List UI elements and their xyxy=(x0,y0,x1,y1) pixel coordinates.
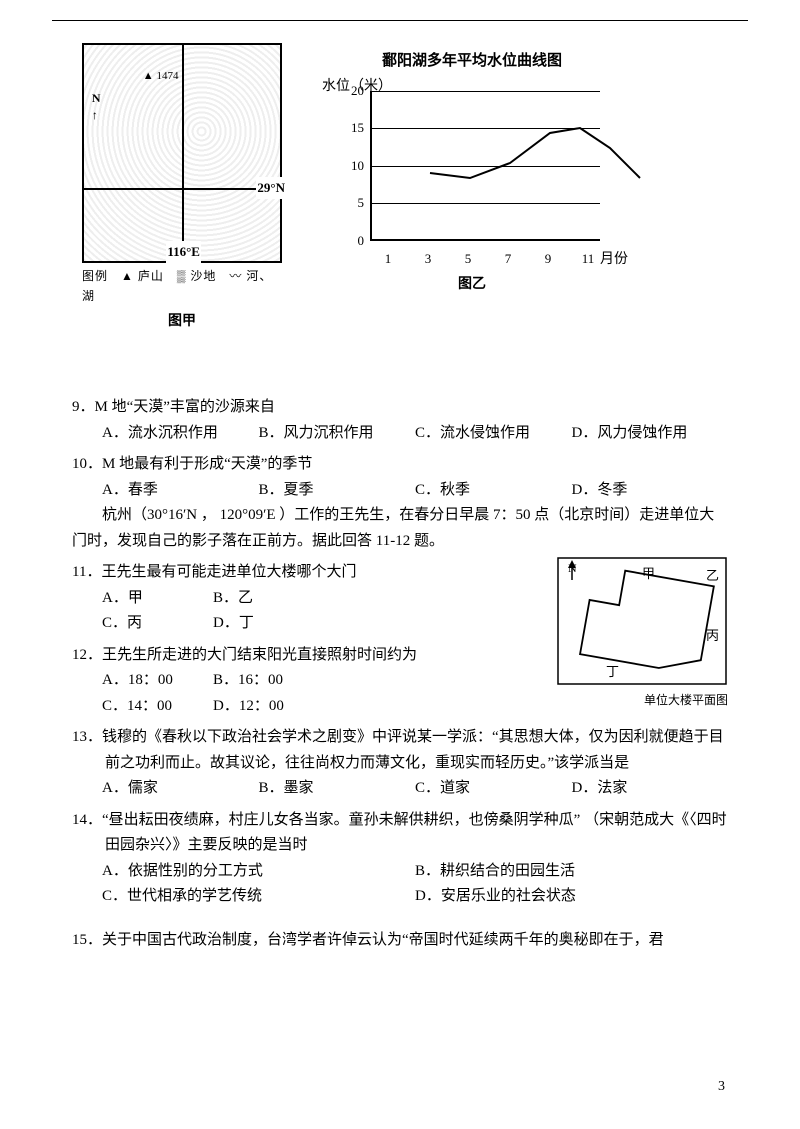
q12-A: A．18：00 xyxy=(102,668,213,694)
xtick: 9 xyxy=(538,248,558,270)
q13-D: D．法家 xyxy=(572,776,729,802)
xtick: 5 xyxy=(458,248,478,270)
q10-stem: 10．M 地最有利于形成“天漠”的季节 xyxy=(72,452,728,478)
xtick: 11 xyxy=(578,248,598,270)
map-peak-label: 1474 xyxy=(143,67,179,86)
figures-row: 1474 N 29°N 116°E 图例 ▲ 庐山 ▒ 沙地 〰 河、湖 图甲 … xyxy=(82,43,728,315)
label-ding: 丁 xyxy=(606,664,619,679)
ytick: 15 xyxy=(322,116,370,138)
q12-B: B．16：00 xyxy=(213,668,324,694)
q9: 9．M 地“天漠”丰富的沙源来自 A．流水沉积作用 B．风力沉积作用 C．流水侵… xyxy=(72,395,728,446)
q9-options: A．流水沉积作用 B．风力沉积作用 C．流水侵蚀作用 D．风力侵蚀作用 xyxy=(102,421,728,447)
q11-B: B．乙 xyxy=(213,586,324,612)
q13-C: C．道家 xyxy=(415,776,572,802)
q14-D: D．安居乐业的社会状态 xyxy=(415,884,728,910)
q9-stem: 9．M 地“天漠”丰富的沙源来自 xyxy=(72,395,728,421)
ytick: 10 xyxy=(322,154,370,176)
q13-A: A．儒家 xyxy=(102,776,259,802)
map-meridian xyxy=(182,45,184,261)
q10-D: D．冬季 xyxy=(572,478,729,504)
q14-row1: A．依据性别的分工方式 B．耕织结合的田园生活 xyxy=(102,859,728,885)
map-north: N xyxy=(92,88,101,125)
q10-options: A．春季 B．夏季 C．秋季 D．冬季 xyxy=(102,478,728,504)
map-lat-label: 29°N xyxy=(256,177,286,199)
q14-C: C．世代相承的学艺传统 xyxy=(102,884,415,910)
q10-C: C．秋季 xyxy=(415,478,572,504)
building-svg: N 甲 乙 丙 丁 xyxy=(556,556,728,686)
chart-title: 鄱阳湖多年平均水位曲线图 xyxy=(322,49,622,75)
q15-stem: 15．关于中国古代政治制度，台湾学者许倬云认为“帝国时代延续两千年的奥秘即在于，… xyxy=(72,928,728,954)
q10-B: B．夏季 xyxy=(259,478,416,504)
q13: 13．钱穆的《春秋以下政治社会学术之剧变》中评说某一学派：“其思想大体，仅为因利… xyxy=(72,725,728,802)
label-yi: 乙 xyxy=(706,568,719,583)
q11-row1: A．甲 B．乙 xyxy=(102,586,546,612)
passage-11-12: 杭州（30°16′N ， 120°09′E ）工作的王先生，在春分日早晨 7：5… xyxy=(72,503,728,554)
map-legend: 图例 ▲ 庐山 ▒ 沙地 〰 河、湖 xyxy=(82,266,282,307)
label-bing: 丙 xyxy=(706,628,719,643)
q15: 15．关于中国古代政治制度，台湾学者许倬云认为“帝国时代延续两千年的奥秘即在于，… xyxy=(72,928,728,954)
questions: 9．M 地“天漠”丰富的沙源来自 A．流水沉积作用 B．风力沉积作用 C．流水侵… xyxy=(72,395,728,953)
q9-B: B．风力沉积作用 xyxy=(259,421,416,447)
header-rule xyxy=(52,20,748,21)
q12-row1: A．18：00 B．16：00 xyxy=(102,668,546,694)
building-caption: 单位大楼平面图 xyxy=(556,690,728,710)
q12-D: D．12：00 xyxy=(213,694,324,720)
q11-C: C．丙 xyxy=(102,611,213,637)
ytick: 5 xyxy=(322,191,370,213)
figure-chart: 鄱阳湖多年平均水位曲线图 水位（米） 20 15 10 5 0 1 3 5 7 … xyxy=(322,49,622,296)
chart-caption: 图乙 xyxy=(322,273,622,297)
q13-options: A．儒家 B．墨家 C．道家 D．法家 xyxy=(102,776,728,802)
q12-C: C．14：00 xyxy=(102,694,213,720)
q14: 14．“昼出耘田夜绩麻，村庄儿女各当家。童孙未解供耕织，也傍桑阴学种瓜” （宋朝… xyxy=(72,808,728,910)
xtick: 7 xyxy=(498,248,518,270)
q9-C: C．流水侵蚀作用 xyxy=(415,421,572,447)
q13-stem: 13．钱穆的《春秋以下政治社会学术之剧变》中评说某一学派：“其思想大体，仅为因利… xyxy=(72,725,728,776)
chart-area: 水位（米） 20 15 10 5 0 1 3 5 7 9 11 月份 xyxy=(322,79,622,269)
q14-row2: C．世代相承的学艺传统 D．安居乐业的社会状态 xyxy=(102,884,728,910)
chart-curve xyxy=(420,103,650,253)
q9-A: A．流水沉积作用 xyxy=(102,421,259,447)
map-parallel xyxy=(84,188,280,190)
building-diagram: N 甲 乙 丙 丁 单位大楼平面图 xyxy=(556,556,728,711)
map-lon-label: 116°E xyxy=(166,241,201,263)
q10: 10．M 地最有利于形成“天漠”的季节 A．春季 B．夏季 C．秋季 D．冬季 xyxy=(72,452,728,503)
q14-B: B．耕织结合的田园生活 xyxy=(415,859,728,885)
ytick: 20 xyxy=(322,79,370,101)
q11-D: D．丁 xyxy=(213,611,324,637)
xtick: 3 xyxy=(418,248,438,270)
map-box: 1474 N 29°N 116°E xyxy=(82,43,282,263)
ytick: 0 xyxy=(322,229,370,251)
q11-A: A．甲 xyxy=(102,586,213,612)
xtick: 1 xyxy=(378,248,398,270)
q9-D: D．风力侵蚀作用 xyxy=(572,421,729,447)
q14-A: A．依据性别的分工方式 xyxy=(102,859,415,885)
x-axis-label: 月份 xyxy=(600,248,628,272)
q12-row2: C．14：00 D．12：00 xyxy=(102,694,546,720)
q11-row2: C．丙 D．丁 xyxy=(102,611,546,637)
label-jia: 甲 xyxy=(642,566,655,581)
figure-map: 1474 N 29°N 116°E 图例 ▲ 庐山 ▒ 沙地 〰 河、湖 图甲 xyxy=(82,43,282,334)
q13-B: B．墨家 xyxy=(259,776,416,802)
q14-stem: 14．“昼出耘田夜绩麻，村庄儿女各当家。童孙未解供耕织，也傍桑阴学种瓜” （宋朝… xyxy=(72,808,728,859)
q10-A: A．春季 xyxy=(102,478,259,504)
chart-axes xyxy=(370,91,600,241)
page-number: 3 xyxy=(718,1075,725,1099)
map-caption: 图甲 xyxy=(82,310,282,334)
